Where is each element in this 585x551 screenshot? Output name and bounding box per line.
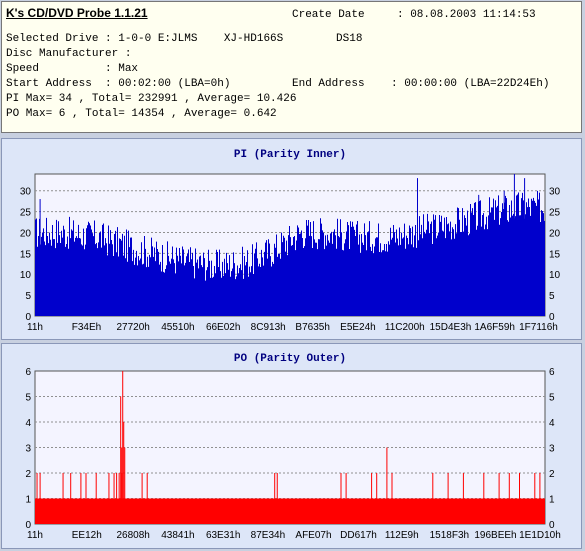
y-tick-label-right: 5 — [549, 291, 555, 302]
po-chart-panel: PO (Parity Outer) 0 0 1 1 2 2 3 3 4 4 5 5 6 6 11h EE12h 2… — [1, 343, 582, 549]
y-tick-label-left: 5 — [25, 393, 31, 404]
x-tick-label: 1F7116h — [519, 322, 558, 333]
y-tick-label-right: 20 — [549, 228, 561, 239]
x-tick-label: 8C913h — [251, 322, 286, 333]
y-tick-label-left: 15 — [20, 249, 32, 260]
x-tick-label: F34Eh — [72, 322, 101, 333]
selected-drive: Selected Drive : 1-0-0 E:JLMS XJ-HD166S … — [6, 33, 363, 45]
y-tick-label-right: 6 — [549, 367, 555, 378]
y-tick-label-right: 15 — [549, 249, 561, 260]
x-tick-label: 1518F3h — [430, 530, 469, 541]
y-tick-label-left: 20 — [20, 228, 32, 239]
x-tick-label: 1A6F59h — [474, 322, 515, 333]
po-summary: PO Max= 6 , Total= 14354 , Average= 0.64… — [6, 108, 277, 120]
y-tick-label-left: 0 — [25, 520, 31, 531]
x-tick-label: 112E9h — [385, 530, 419, 541]
pi-summary: PI Max= 34 , Total= 232991 , Average= 10… — [6, 93, 297, 105]
x-tick-label: 11C200h — [385, 322, 425, 333]
x-tick-label: 87E34h — [251, 530, 285, 541]
x-tick-label: 11h — [27, 530, 43, 541]
x-tick-label: 66E02h — [206, 322, 240, 333]
y-tick-label-left: 2 — [25, 469, 31, 480]
y-tick-label-left: 1 — [25, 495, 31, 506]
y-tick-label-right: 2 — [549, 469, 555, 480]
x-tick-label: EE12h — [72, 530, 102, 541]
x-tick-label: 26808h — [116, 530, 149, 541]
x-tick-label: 196BEEh — [474, 530, 516, 541]
pi-chart-panel: PI (Parity Inner) 0 0 5 5 10 10 15 15 20 20 25 25 30 3… — [1, 138, 582, 340]
po-baseline-band — [35, 498, 545, 524]
y-tick-label-left: 4 — [25, 418, 31, 429]
x-tick-label: 11h — [27, 322, 43, 333]
disc-manufacturer: Disc Manufacturer : — [6, 48, 132, 60]
chart-title: PI (Parity Inner) — [234, 149, 346, 161]
x-tick-label: 1E1D10h — [519, 530, 561, 541]
y-tick-label-left: 10 — [20, 270, 32, 281]
x-tick-label: 45510h — [161, 322, 194, 333]
x-tick-label: DD617h — [340, 530, 377, 541]
x-tick-label: 27720h — [116, 322, 149, 333]
y-tick-label-left: 0 — [25, 312, 31, 323]
end-address: End Address : 00:00:00 (LBA=22D24Eh) — [292, 78, 550, 90]
y-tick-label-right: 5 — [549, 393, 555, 404]
x-tick-label: 43841h — [161, 530, 194, 541]
y-tick-label-right: 0 — [549, 520, 555, 531]
x-tick-label: AFE07h — [295, 530, 331, 541]
info-header: K's CD/DVD Probe 1.1.21 Create Date : 08… — [1, 1, 582, 133]
x-tick-label: B7635h — [295, 322, 329, 333]
y-tick-label-left: 3 — [25, 444, 31, 455]
start-address: Start Address : 00:02:00 (LBA=0h) — [6, 78, 231, 90]
create-date-value: : 08.08.2003 11:14:53 — [397, 9, 536, 21]
y-tick-label-left: 25 — [20, 208, 32, 219]
po-chart: PO (Parity Outer) 0 0 1 1 2 2 3 3 4 4 5 5 6 6 11h EE12h 2… — [25, 353, 561, 541]
y-tick-label-right: 1 — [549, 495, 555, 506]
x-tick-label: 15D4E3h — [430, 322, 472, 333]
x-tick-label: 63E31h — [206, 530, 240, 541]
speed: Speed : Max — [6, 63, 139, 75]
pi-chart: PI (Parity Inner) 0 0 5 5 10 10 15 15 20 20 25 25 30 3… — [20, 149, 561, 333]
x-tick-label: E5E24h — [340, 322, 376, 333]
y-tick-label-left: 30 — [20, 187, 32, 198]
y-tick-label-left: 5 — [25, 291, 31, 302]
y-tick-label-right: 4 — [549, 418, 555, 429]
y-tick-label-right: 3 — [549, 444, 555, 455]
y-tick-label-right: 25 — [549, 208, 561, 219]
y-tick-label-left: 6 — [25, 367, 31, 378]
chart-title: PO (Parity Outer) — [234, 353, 346, 365]
y-tick-label-right: 10 — [549, 270, 561, 281]
create-date-label: Create Date — [292, 9, 365, 21]
app-title: K's CD/DVD Probe 1.1.21 — [6, 6, 148, 20]
y-tick-label-right: 30 — [549, 187, 561, 198]
y-tick-label-right: 0 — [549, 312, 555, 323]
